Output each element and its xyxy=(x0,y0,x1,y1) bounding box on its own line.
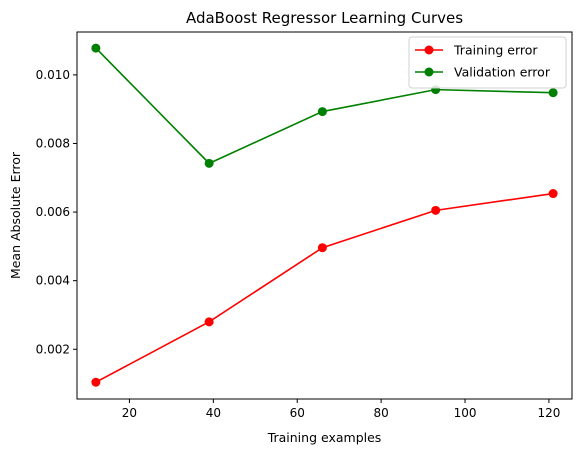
x-tick-label: 60 xyxy=(290,406,305,420)
legend: Training error Validation error xyxy=(408,36,567,89)
y-tick-label: 0.004 xyxy=(36,274,70,288)
training-error-point xyxy=(91,377,101,387)
training-error-point xyxy=(204,317,214,327)
legend-box xyxy=(408,36,567,89)
legend-label-training-error: Training error xyxy=(453,43,538,58)
legend-swatch-marker xyxy=(424,67,434,77)
y-tick-label: 0.010 xyxy=(36,68,70,82)
legend-label-validation-error: Validation error xyxy=(454,65,551,80)
validation-error-point xyxy=(548,88,558,98)
training-error-point xyxy=(317,243,327,253)
y-axis-label: Mean Absolute Error xyxy=(8,151,23,279)
x-tick-label: 40 xyxy=(206,406,221,420)
y-tick-label: 0.006 xyxy=(36,205,70,219)
x-tick-label: 80 xyxy=(373,406,388,420)
series-layer xyxy=(91,43,558,387)
x-tick-label: 100 xyxy=(454,406,477,420)
legend-swatch-marker xyxy=(424,45,434,55)
x-tick-label: 120 xyxy=(537,406,560,420)
training-error-point xyxy=(548,189,558,199)
training-error-point xyxy=(431,205,441,215)
x-axis-ticks: 20 40 60 80 100 120 xyxy=(122,399,560,420)
validation-error-point xyxy=(204,158,214,168)
y-tick-label: 0.002 xyxy=(36,342,70,356)
training-error-line xyxy=(95,192,554,383)
validation-error-point xyxy=(91,43,101,53)
validation-error-point xyxy=(317,107,327,117)
y-tick-label: 0.008 xyxy=(36,136,70,150)
plot-area-frame xyxy=(76,31,573,400)
x-axis-label: Training examples xyxy=(267,430,382,445)
y-axis-ticks: 0.002 0.004 0.006 0.008 0.010 xyxy=(36,68,77,356)
x-tick-label: 20 xyxy=(122,406,137,420)
chart-title: AdaBoost Regressor Learning Curves xyxy=(186,9,463,27)
